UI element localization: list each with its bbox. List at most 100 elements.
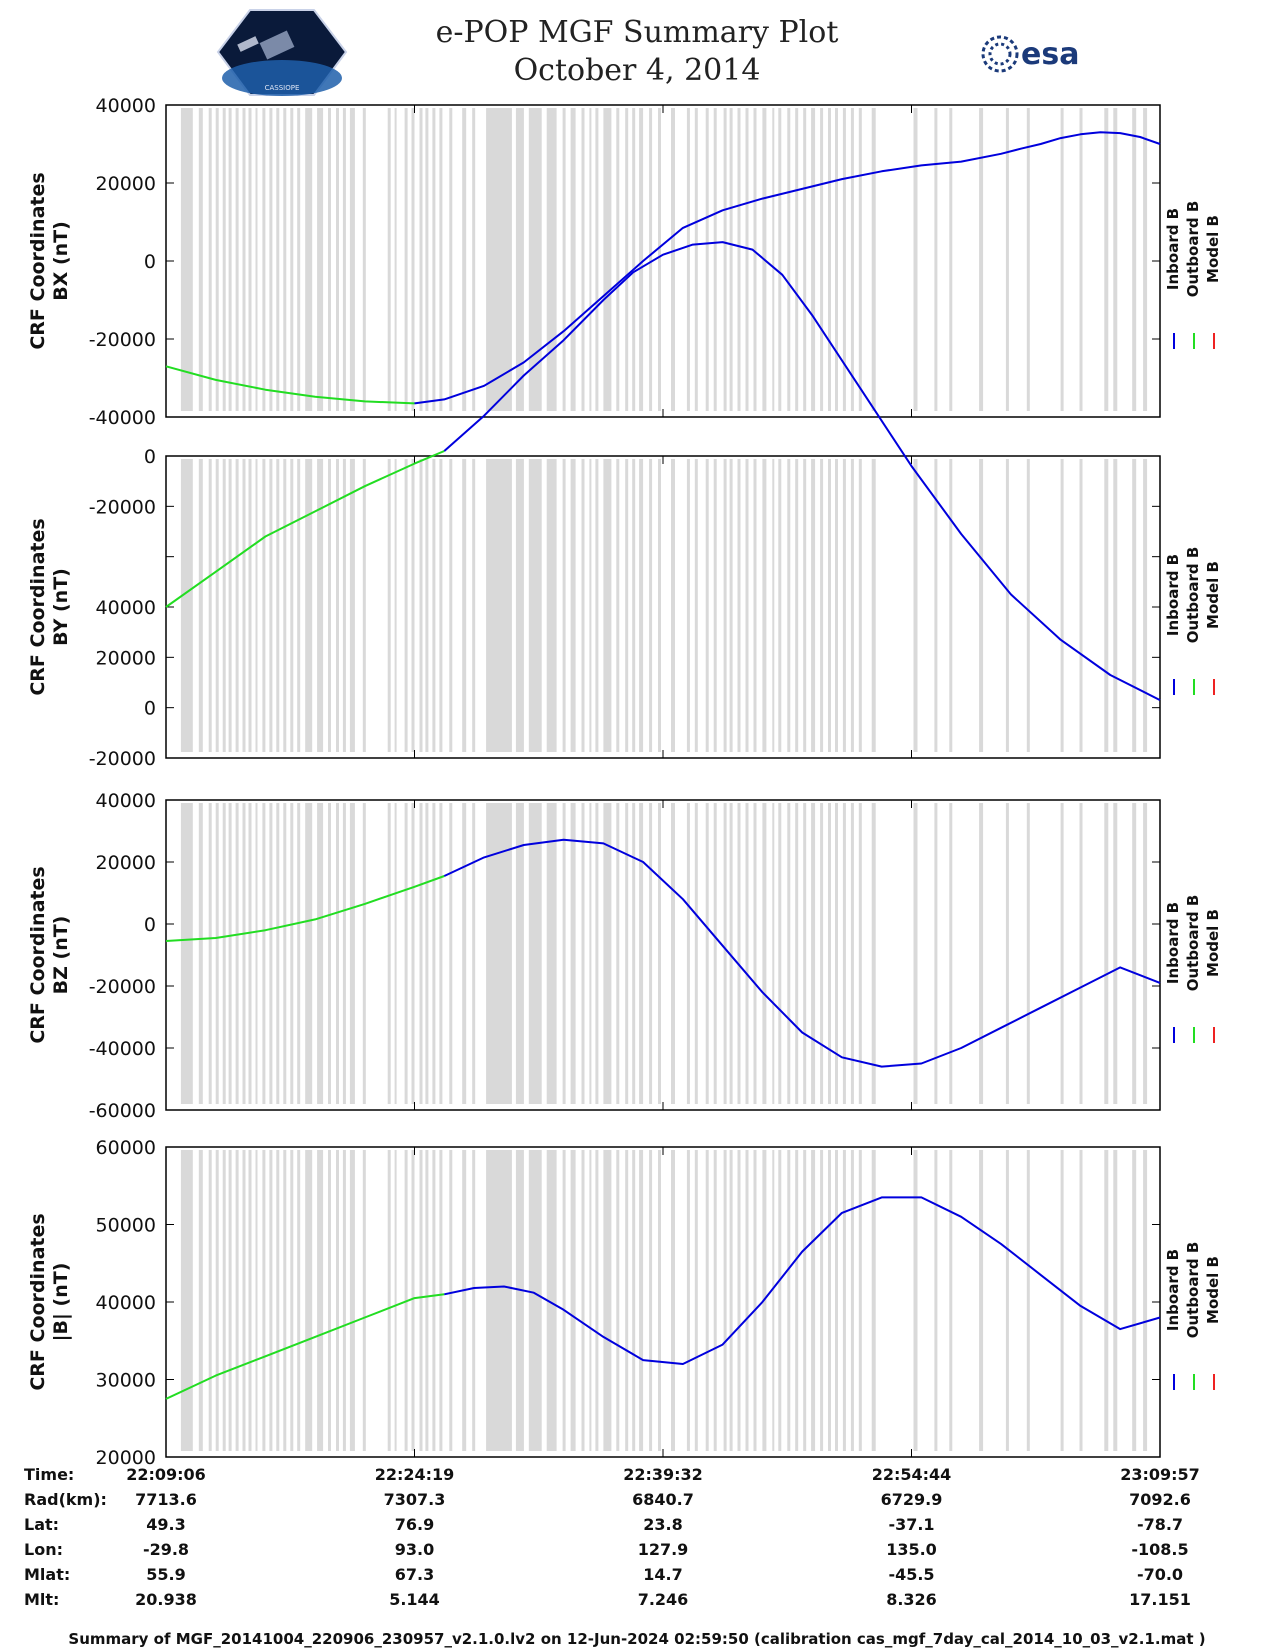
shade-band-15	[290, 803, 294, 1104]
footer-caption: Summary of MGF_20141004_220906_230957_v2…	[68, 1630, 1205, 1648]
shade-band-79	[1005, 459, 1009, 752]
shade-band-19	[328, 459, 331, 752]
shade-band-2	[198, 459, 203, 752]
info-cell: 67.3	[395, 1565, 434, 1584]
shade-band-23	[362, 1150, 366, 1451]
inboard-series-line	[443, 838, 1161, 1068]
shade-band-53	[694, 803, 698, 1104]
shade-band-35	[486, 803, 512, 1104]
shade-band-25	[394, 459, 397, 752]
info-cell: 7307.3	[384, 1490, 446, 1509]
y-tick-label: -20000	[89, 496, 156, 518]
shade-band-31	[439, 108, 443, 411]
shade-band-13	[276, 1150, 280, 1451]
shade-band-40	[570, 803, 576, 1104]
info-cell: 22:39:32	[623, 1465, 703, 1484]
shade-band-13	[276, 459, 280, 752]
shade-band-75	[913, 108, 918, 411]
shade-band-70	[835, 459, 838, 752]
shade-band-48	[639, 108, 644, 411]
shade-band-9	[248, 108, 252, 411]
shade-band-33	[462, 803, 467, 1104]
shade-band-21	[342, 108, 346, 411]
shade-band-58	[737, 1150, 741, 1451]
info-cell: 22:24:19	[375, 1465, 455, 1484]
shade-band-34	[472, 459, 476, 752]
info-cell: 135.0	[886, 1540, 937, 1559]
shade-band-35	[486, 108, 512, 411]
shade-band-72	[850, 459, 854, 752]
outboard-series-line	[165, 365, 415, 405]
info-row-label: Mlt:	[24, 1590, 59, 1609]
shade-band-5	[222, 1150, 226, 1451]
shade-band-36	[515, 459, 524, 752]
shade-band-23	[362, 803, 366, 1104]
shade-band-24	[387, 803, 391, 1104]
shade-band-34	[472, 1150, 476, 1451]
shade-band-82	[1079, 459, 1083, 752]
shade-band-44	[603, 803, 612, 1104]
shade-band-22	[349, 803, 355, 1104]
shade-band-4	[215, 108, 219, 411]
shade-band-38	[546, 459, 557, 752]
shade-band-78	[979, 1150, 984, 1451]
panel-bz: 40000 20000 0 -20000 -40000 -60000 CRF Coordin…	[27, 790, 1222, 1122]
shade-band-60	[753, 1150, 757, 1451]
shade-band-17	[305, 108, 313, 411]
shade-band-21	[342, 803, 346, 1104]
shade-band-56	[723, 1150, 727, 1451]
info-cell: 6729.9	[881, 1490, 943, 1509]
shade-band-78	[979, 803, 984, 1104]
shade-band-34	[472, 803, 476, 1104]
y-axis-unit-label: BX (nT)	[50, 221, 72, 301]
shade-band-61	[762, 803, 767, 1104]
shade-band-44	[603, 459, 612, 752]
shade-band-53	[694, 1150, 698, 1451]
shade-band-18	[317, 108, 324, 411]
shade-band-43	[595, 803, 599, 1104]
shade-band-50	[658, 803, 661, 1104]
shade-band-6	[228, 803, 232, 1104]
y-axis-unit-label: BY (nT)	[50, 568, 72, 646]
y-tick-label: 20000	[96, 173, 156, 195]
shade-band-85	[1132, 803, 1137, 1104]
info-cell: 5.144	[389, 1590, 440, 1609]
shade-band-29	[425, 803, 429, 1104]
shade-band-35	[486, 1150, 512, 1451]
y-tick-label: 40000	[96, 597, 156, 619]
shade-band-69	[828, 108, 831, 411]
legend-inboard-label: Inboard B	[1164, 208, 1182, 290]
shade-band-36	[515, 108, 524, 411]
shade-band-42	[589, 1150, 592, 1451]
shade-band-49	[649, 459, 653, 752]
shade-band-62	[772, 1150, 775, 1451]
shade-band-29	[425, 1150, 429, 1451]
shade-band-16	[297, 803, 301, 1104]
legend-model-label: Model B	[1204, 215, 1222, 283]
shade-band-70	[835, 108, 838, 411]
y-tick-label: 0	[144, 251, 156, 273]
shade-band-67	[811, 1150, 816, 1451]
shade-band-33	[462, 459, 467, 752]
info-row-label: Lon:	[24, 1540, 63, 1559]
shade-band-24	[387, 108, 391, 411]
shade-band-27	[411, 1150, 415, 1451]
y-tick-label: -60000	[89, 1100, 156, 1122]
shade-band-18	[317, 1150, 324, 1451]
shade-band-42	[589, 108, 592, 411]
shade-band-77	[949, 108, 953, 411]
shade-band-54	[705, 1150, 709, 1451]
shade-band-57	[729, 1150, 733, 1451]
shade-band-63	[778, 1150, 782, 1451]
info-cell: -37.1	[888, 1515, 934, 1534]
shade-band-71	[842, 459, 846, 752]
shade-band-54	[705, 459, 709, 752]
shade-band-31	[439, 459, 443, 752]
shade-band-28	[419, 803, 423, 1104]
info-cell: 93.0	[395, 1540, 434, 1559]
shade-band-39	[562, 108, 566, 411]
shade-band-14	[283, 459, 287, 752]
shade-band-60	[753, 459, 757, 752]
shade-band-8	[242, 459, 246, 752]
